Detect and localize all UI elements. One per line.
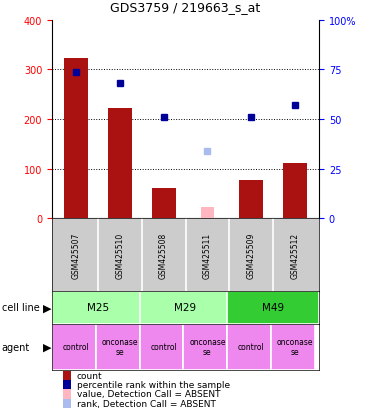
Text: M29: M29 [174, 303, 197, 313]
Text: GSM425512: GSM425512 [290, 232, 299, 278]
Text: GSM425510: GSM425510 [115, 232, 124, 278]
Bar [227, 324, 271, 370]
Bar [96, 324, 139, 370]
Bar [139, 324, 183, 370]
Text: M25: M25 [87, 303, 109, 313]
Bar [52, 291, 144, 324]
Text: GSM425511: GSM425511 [203, 232, 212, 278]
Bar [227, 291, 319, 324]
Bar [271, 324, 315, 370]
Text: cell line: cell line [2, 303, 40, 313]
Bar [152, 188, 175, 219]
Text: onconase
se: onconase se [277, 337, 313, 356]
Bar [183, 324, 227, 370]
Text: control: control [63, 342, 89, 351]
Text: GSM425508: GSM425508 [159, 232, 168, 278]
Bar [52, 324, 96, 370]
Text: control: control [238, 342, 265, 351]
Text: count: count [77, 371, 102, 380]
Bar [139, 291, 232, 324]
Text: control: control [150, 342, 177, 351]
Text: percentile rank within the sample: percentile rank within the sample [77, 380, 230, 389]
Bar [108, 109, 132, 219]
Text: GDS3759 / 219663_s_at: GDS3759 / 219663_s_at [111, 2, 260, 14]
Bar [201, 208, 214, 219]
Text: onconase
se: onconase se [102, 337, 138, 356]
Text: M49: M49 [262, 303, 284, 313]
Text: GSM425509: GSM425509 [247, 232, 256, 278]
Text: ▶: ▶ [43, 303, 51, 313]
Bar [239, 180, 263, 219]
Text: rank, Detection Call = ABSENT: rank, Detection Call = ABSENT [77, 399, 216, 408]
Bar [283, 164, 307, 219]
Text: onconase
se: onconase se [189, 337, 226, 356]
Text: value, Detection Call = ABSENT: value, Detection Call = ABSENT [77, 389, 220, 399]
Bar [64, 59, 88, 219]
Text: ▶: ▶ [43, 342, 51, 352]
Text: agent: agent [2, 342, 30, 352]
Text: GSM425507: GSM425507 [72, 232, 81, 278]
